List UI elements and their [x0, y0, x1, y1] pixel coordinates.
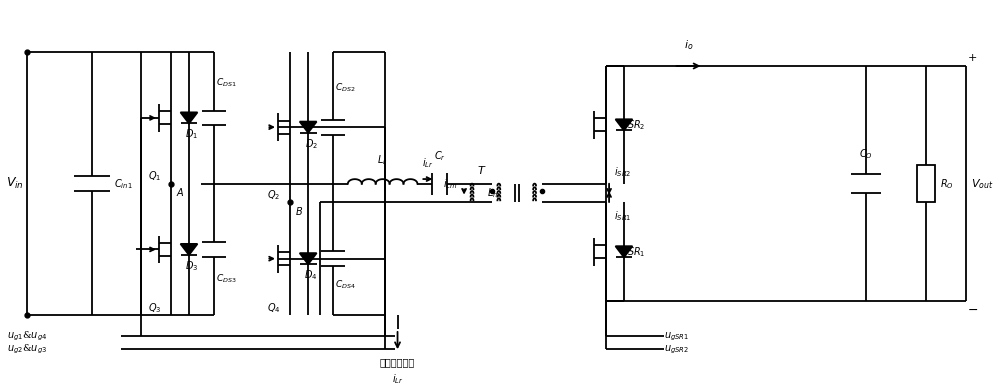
Text: $D_3$: $D_3$	[185, 259, 199, 273]
Text: 谐振电流检测: 谐振电流检测	[380, 357, 415, 367]
Polygon shape	[616, 246, 632, 257]
Polygon shape	[181, 112, 197, 124]
Text: $i_o$: $i_o$	[684, 38, 693, 52]
Text: $i_{Lr}$: $i_{Lr}$	[392, 372, 403, 385]
Text: −: −	[968, 304, 978, 317]
Text: $u_{g2}$&$u_{g3}$: $u_{g2}$&$u_{g3}$	[7, 343, 47, 356]
Text: $A$: $A$	[176, 186, 185, 198]
Text: $u_{gSR1}$: $u_{gSR1}$	[664, 330, 689, 343]
Text: $C_{DS3}$: $C_{DS3}$	[216, 272, 236, 285]
Text: $B$: $B$	[295, 205, 303, 217]
Text: $u_{gSR2}$: $u_{gSR2}$	[664, 343, 689, 355]
Text: $i_{SR2}$: $i_{SR2}$	[614, 165, 631, 179]
Text: $D_2$: $D_2$	[305, 137, 318, 151]
Text: $D_1$: $D_1$	[185, 127, 199, 141]
Polygon shape	[300, 122, 317, 133]
Text: $D_4$: $D_4$	[304, 268, 318, 282]
Text: $u_{g1}$&$u_{g4}$: $u_{g1}$&$u_{g4}$	[7, 330, 48, 343]
Text: $Q_2$: $Q_2$	[267, 188, 280, 202]
Bar	[917, 165, 935, 202]
Polygon shape	[616, 119, 632, 131]
Text: $T$: $T$	[477, 164, 487, 176]
Text: +: +	[968, 53, 977, 63]
Text: $Q_1$: $Q_1$	[148, 169, 161, 183]
Text: $V_{out}$: $V_{out}$	[971, 177, 993, 191]
Text: $Q_3$: $Q_3$	[148, 301, 161, 315]
Text: $R_O$: $R_O$	[940, 177, 954, 191]
Text: $i_{Lr}$: $i_{Lr}$	[422, 156, 434, 170]
Text: $C_{in1}$: $C_{in1}$	[114, 177, 132, 191]
Text: $C_{DS4}$: $C_{DS4}$	[335, 279, 356, 291]
Text: $C_{DS2}$: $C_{DS2}$	[335, 82, 356, 94]
Text: $L_m$: $L_m$	[487, 186, 500, 200]
Text: $V_{in}$: $V_{in}$	[6, 176, 24, 191]
Text: $C_{DS1}$: $C_{DS1}$	[216, 76, 236, 89]
Text: $i_{SR1}$: $i_{SR1}$	[614, 209, 631, 223]
Polygon shape	[300, 253, 317, 264]
Text: $Q_4$: $Q_4$	[267, 301, 280, 315]
Polygon shape	[181, 244, 197, 255]
Text: $C_O$: $C_O$	[859, 147, 873, 161]
Text: $i_{Lm}$: $i_{Lm}$	[443, 177, 457, 191]
Text: $SR_1$: $SR_1$	[627, 245, 646, 259]
Text: $SR_2$: $SR_2$	[627, 118, 645, 132]
Text: $L_r$: $L_r$	[377, 153, 388, 167]
Text: $C_r$: $C_r$	[434, 149, 446, 163]
